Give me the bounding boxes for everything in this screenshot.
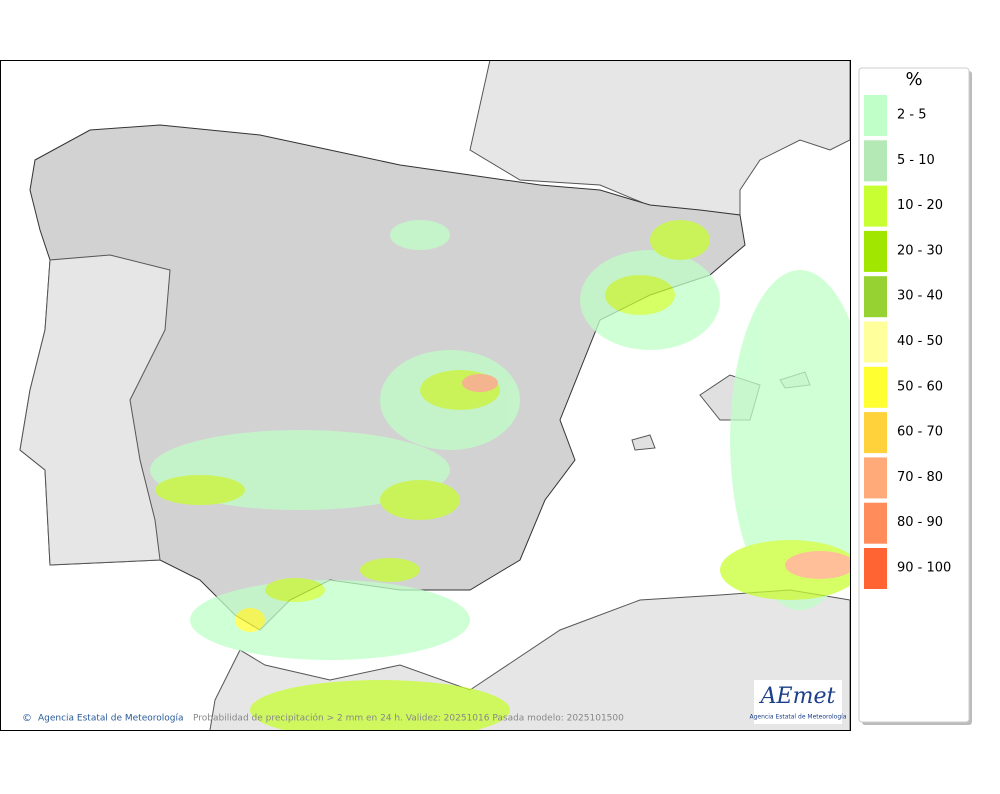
- legend-label: 60 - 70: [897, 425, 943, 440]
- legend: 2 - 5 5 - 10 10 - 20 20 - 30 30 - 40 40 - 50 5…: [864, 95, 951, 589]
- legend-label: 50 - 60: [897, 379, 943, 394]
- legend-swatch: [864, 366, 887, 408]
- legend-swatch: [864, 412, 887, 454]
- caption: Probabilidad de precipitación > 2 mm en …: [193, 713, 624, 724]
- copyright-icon: ©: [22, 713, 32, 724]
- legend-label: 2 - 5: [897, 108, 927, 123]
- logo-subtitle: Agencia Estatal de Meteorología: [750, 714, 847, 721]
- legend-label: 40 - 50: [897, 334, 943, 349]
- legend-label: 90 - 100: [897, 561, 951, 576]
- legend-label: 80 - 90: [897, 515, 943, 530]
- legend-label: 5 - 10: [897, 153, 935, 168]
- legend-swatch: [864, 548, 887, 589]
- logo-box: [754, 680, 842, 724]
- legend-swatch: [864, 276, 887, 318]
- legend-title: %: [905, 69, 922, 90]
- legend-swatch: [864, 502, 887, 544]
- legend-swatch: [864, 230, 887, 272]
- legend-label: 30 - 40: [897, 289, 943, 304]
- legend-swatch: [864, 95, 887, 136]
- legend-swatch: [864, 140, 887, 182]
- legend-label: 70 - 80: [897, 470, 943, 485]
- portugal: [19, 254, 171, 566]
- legend-swatch: [864, 457, 887, 499]
- legend-swatch: [864, 321, 887, 363]
- precipitation-areas: [150, 220, 850, 730]
- legend-swatch: [864, 185, 887, 227]
- footer: © Agencia Estatal de Meteorología Probab…: [22, 713, 624, 725]
- map: [19, 61, 850, 730]
- legend-label: 10 - 20: [897, 198, 943, 213]
- legend-label: 20 - 30: [897, 243, 943, 258]
- logo: AEmet: [759, 684, 836, 709]
- france: [469, 61, 850, 216]
- agency-name: Agencia Estatal de Meteorología: [38, 714, 184, 724]
